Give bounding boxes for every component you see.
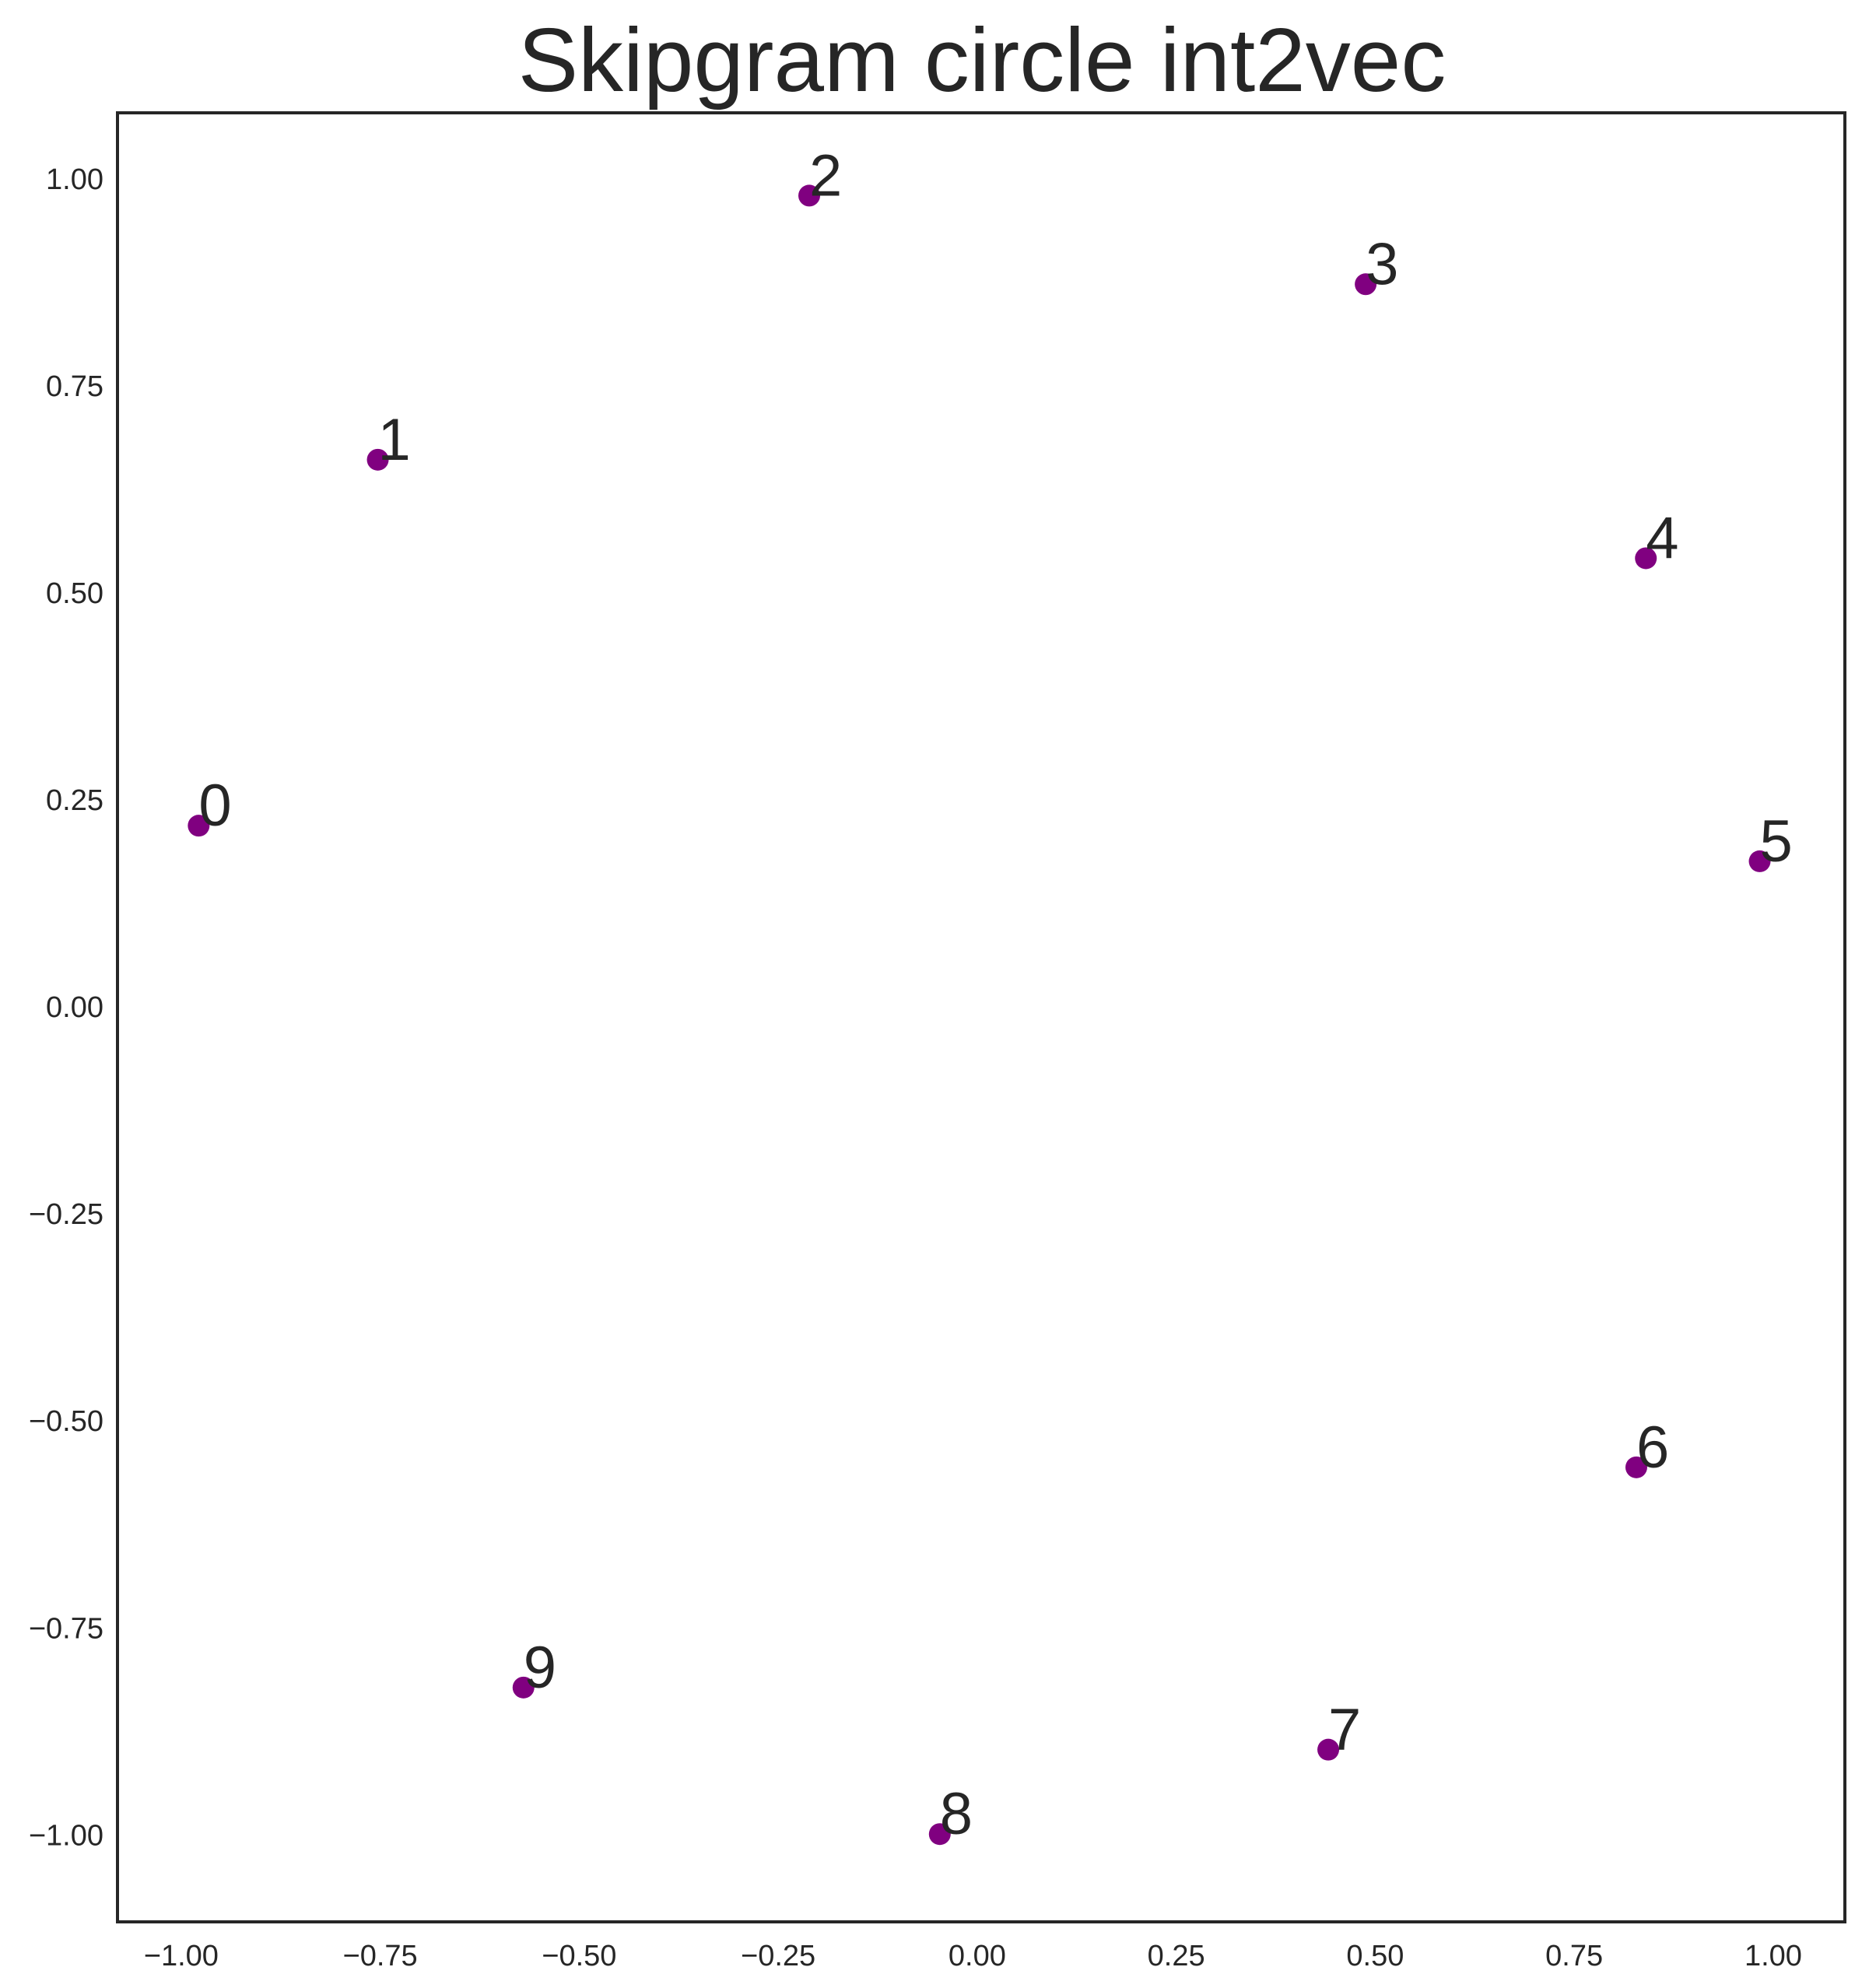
point-label: 5 xyxy=(1760,808,1793,875)
point-label: 4 xyxy=(1646,505,1678,571)
point-label: 7 xyxy=(1328,1697,1361,1763)
x-tick-label: 0.00 xyxy=(949,1940,1006,1972)
y-tick-label: −0.75 xyxy=(29,1612,103,1645)
scatter-point xyxy=(1635,547,1657,570)
y-tick-label: 0.50 xyxy=(46,577,103,610)
x-tick-label: 0.50 xyxy=(1346,1940,1404,1972)
y-tick-label: −0.25 xyxy=(29,1198,103,1231)
scatter-point xyxy=(512,1676,535,1699)
x-tick-label: 0.75 xyxy=(1545,1940,1603,1972)
point-label: 3 xyxy=(1366,231,1398,297)
y-tick-label: 1.00 xyxy=(46,163,103,196)
x-tick-label: 1.00 xyxy=(1745,1940,1802,1972)
y-tick-label: −0.50 xyxy=(29,1405,103,1438)
scatter-point xyxy=(366,448,389,471)
point-label: 8 xyxy=(940,1781,973,1847)
x-tick-label: −1.00 xyxy=(144,1940,219,1972)
scatter-point xyxy=(188,815,210,837)
y-tick-label: −1.00 xyxy=(29,1819,103,1852)
scatter-point xyxy=(1355,273,1377,296)
point-label: 2 xyxy=(809,142,842,209)
point-label: 9 xyxy=(524,1635,556,1701)
y-tick-label: 0.00 xyxy=(46,991,103,1024)
chart-title: Skipgram circle int2vec xyxy=(518,9,1446,110)
scatter-point xyxy=(798,184,821,207)
scatter-point xyxy=(1317,1738,1340,1761)
point-label: 6 xyxy=(1636,1415,1669,1481)
data-points: 0 1 2 3 4 5 6 7 8 9 xyxy=(188,142,1793,1847)
x-tick-label: −0.75 xyxy=(343,1940,418,1972)
x-tick-label: −0.25 xyxy=(741,1940,815,1972)
y-tick-label: 0.75 xyxy=(46,370,103,403)
x-tick-label: 0.25 xyxy=(1148,1940,1205,1972)
plot-area-frame xyxy=(116,111,1846,1923)
point-label: 1 xyxy=(378,407,411,473)
x-tick-label: −0.50 xyxy=(542,1940,616,1972)
scatter-point xyxy=(928,1823,951,1846)
y-tick-label: 0.25 xyxy=(46,784,103,817)
point-label: 0 xyxy=(198,773,231,839)
axis-ticks: −1.00 −0.75 −0.50 −0.25 0.00 0.25 0.50 0.75 1.00… xyxy=(29,163,1802,1972)
scatter-point xyxy=(1748,850,1771,872)
scatter-point xyxy=(1625,1456,1647,1478)
